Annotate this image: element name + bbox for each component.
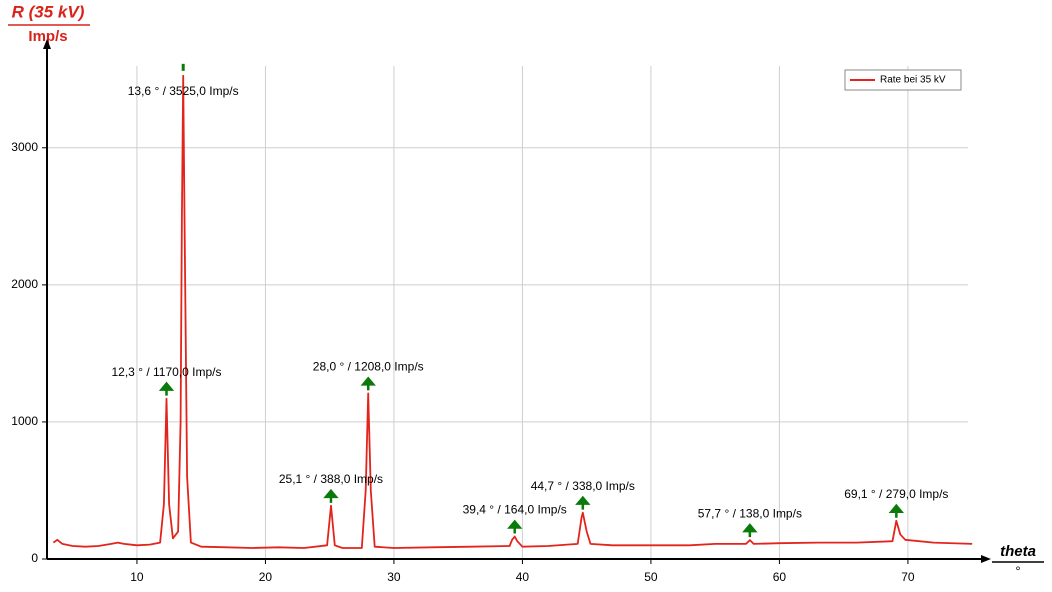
peak-arrow (742, 523, 758, 538)
peak-arrow (507, 519, 523, 534)
peak-arrow (575, 495, 591, 510)
data-line (52, 74, 973, 549)
y-tick-label: 0 (31, 551, 38, 565)
x-tick-label: 30 (387, 570, 401, 584)
y-axis-arrow (43, 39, 51, 49)
y-tick-label: 1000 (11, 414, 38, 428)
x-tick-label: 70 (901, 570, 915, 584)
peak-label: 44,7 ° / 338,0 Imp/s (531, 479, 635, 493)
peak-label: 69,1 ° / 279,0 Imp/s (844, 487, 948, 501)
x-unit: ° (1015, 563, 1020, 578)
peak-label: 57,7 ° / 138,0 Imp/s (698, 506, 802, 520)
legend-label: Rate bei 35 kV (880, 75, 946, 86)
peak-arrow (360, 376, 376, 391)
x-tick-label: 50 (644, 570, 658, 584)
legend-box (844, 69, 962, 91)
x-tick-label: 40 (516, 570, 530, 584)
y-tick-label: 3000 (11, 140, 38, 154)
peak-label: 25,1 ° / 388,0 Imp/s (279, 472, 383, 486)
x-tick-label: 20 (259, 570, 273, 584)
peak-marker (181, 63, 185, 71)
peak-label: 39,4 ° / 164,0 Imp/s (463, 503, 567, 517)
peak-label: 12,3 ° / 1170,0 Imp/s (112, 365, 222, 379)
peak-arrow (158, 381, 175, 396)
peak-label: 13,6 ° / 3525,0 Imp/s (128, 84, 239, 98)
x-axis-arrow (981, 555, 991, 563)
x-tick-label: 10 (130, 570, 144, 584)
y-title: R (35 kV) (12, 2, 85, 21)
y-tick-label: 2000 (11, 277, 38, 291)
x-tick-label: 60 (773, 570, 787, 584)
x-title: theta (1000, 543, 1036, 560)
peak-arrow (888, 503, 905, 518)
y-unit: Imp/s (28, 28, 67, 45)
peak-arrow (323, 488, 339, 503)
peak-label: 28,0 ° / 1208,0 Imp/s (313, 360, 424, 374)
